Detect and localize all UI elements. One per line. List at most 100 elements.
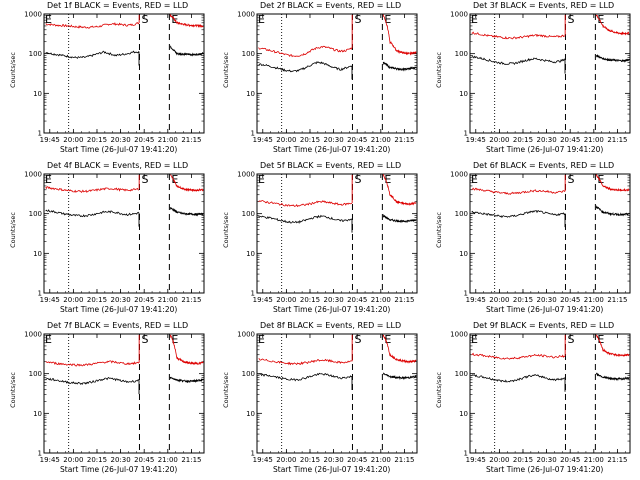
series-events bbox=[471, 374, 566, 383]
x-tick-label: 20:15 bbox=[300, 136, 320, 144]
x-tick-label: 20:00 bbox=[489, 456, 509, 464]
x-tick-label: 20:00 bbox=[276, 456, 296, 464]
y-tick-label: 1 bbox=[464, 290, 468, 298]
marker-label-s: S bbox=[141, 173, 148, 186]
x-tick-label: 21:00 bbox=[584, 296, 604, 304]
y-axis-label: Counts/sec bbox=[435, 52, 443, 88]
x-tick-label: 19:45 bbox=[40, 296, 60, 304]
x-tick-label: 19:45 bbox=[253, 296, 273, 304]
marker-label-left-e: E bbox=[258, 173, 265, 186]
y-tick-label: 10 bbox=[33, 90, 42, 98]
x-tick-label: 21:00 bbox=[584, 456, 604, 464]
x-tick-label: 20:30 bbox=[110, 296, 130, 304]
x-tick-label: 21:15 bbox=[181, 456, 201, 464]
marker-label-left-e: E bbox=[258, 333, 265, 346]
x-tick-label: 21:00 bbox=[158, 296, 178, 304]
series-events bbox=[258, 372, 353, 382]
marker-label-left-e: E bbox=[471, 333, 478, 346]
x-axis-label: Start Time (26-Jul-07 19:41:20) bbox=[60, 465, 178, 474]
x-tick-label: 21:15 bbox=[394, 296, 414, 304]
marker-label-left-e: E bbox=[45, 13, 52, 26]
series-after-lld bbox=[595, 14, 630, 36]
marker-label-s: S bbox=[567, 13, 574, 26]
x-tick-label: 20:30 bbox=[536, 136, 556, 144]
marker-label-e: E bbox=[384, 13, 391, 26]
series-events bbox=[45, 209, 140, 218]
panel-title: Det 5f BLACK = Events, RED = LLD bbox=[260, 161, 402, 170]
panel-plot: 1000 100 10 119:45 20:00 20:15 20:30 20:45 21:00… bbox=[24, 171, 205, 304]
marker-label-s: S bbox=[567, 173, 574, 186]
series-after-events bbox=[169, 376, 204, 384]
x-tick-label: 21:15 bbox=[394, 136, 414, 144]
panel-plot: 1000 100 10 119:45 20:00 20:15 20:30 20:45 21:00… bbox=[237, 171, 418, 304]
x-tick-label: 21:00 bbox=[158, 456, 178, 464]
x-tick-label: 20:30 bbox=[323, 456, 343, 464]
marker-label-e: E bbox=[597, 333, 604, 346]
detector-panel-3: Det 3f BLACK = Events, RED = LLD 1000 100 1… bbox=[426, 0, 639, 160]
x-tick-label: 21:00 bbox=[371, 296, 391, 304]
y-tick-label: 100 bbox=[29, 210, 42, 218]
x-axis-label: Start Time (26-Jul-07 19:41:20) bbox=[273, 305, 391, 314]
marker-label-left-e: E bbox=[45, 173, 52, 186]
y-tick-label: 100 bbox=[455, 50, 468, 58]
plot-frame bbox=[256, 13, 418, 134]
x-axis-label: Start Time (26-Jul-07 19:41:20) bbox=[60, 305, 178, 314]
x-axis-label: Start Time (26-Jul-07 19:41:20) bbox=[273, 465, 391, 474]
y-tick-label: 100 bbox=[29, 50, 42, 58]
y-tick-label: 1000 bbox=[24, 331, 42, 339]
series-lld bbox=[45, 186, 140, 194]
x-tick-label: 21:15 bbox=[394, 456, 414, 464]
y-axis-label: Counts/sec bbox=[222, 212, 230, 248]
plot-frame bbox=[43, 13, 205, 134]
panel-title: Det 9f BLACK = Events, RED = LLD bbox=[473, 321, 615, 330]
marker-label-s: S bbox=[354, 13, 361, 26]
x-tick-label: 19:45 bbox=[466, 456, 486, 464]
x-tick-label: 20:45 bbox=[134, 296, 154, 304]
y-tick-label: 1 bbox=[38, 130, 42, 138]
y-tick-label: 100 bbox=[242, 370, 255, 378]
x-tick-label: 20:00 bbox=[63, 136, 83, 144]
panel-plot: 1000 100 10 119:45 20:00 20:15 20:30 20:45 21:00… bbox=[237, 11, 418, 144]
detector-panel-9: Det 9f BLACK = Events, RED = LLD 1000 100 1… bbox=[426, 320, 639, 480]
y-tick-label: 1000 bbox=[237, 331, 255, 339]
plot-frame bbox=[43, 173, 205, 294]
series-events bbox=[258, 214, 353, 224]
panel-title: Det 4f BLACK = Events, RED = LLD bbox=[47, 161, 189, 170]
x-tick-label: 20:15 bbox=[87, 296, 107, 304]
x-tick-label: 21:00 bbox=[371, 136, 391, 144]
marker-label-e: E bbox=[597, 13, 604, 26]
marker-label-left-e: E bbox=[471, 173, 478, 186]
panel-title: Det 1f BLACK = Events, RED = LLD bbox=[47, 1, 189, 10]
y-tick-label: 100 bbox=[242, 50, 255, 58]
x-tick-label: 21:15 bbox=[181, 136, 201, 144]
x-tick-label: 20:15 bbox=[87, 456, 107, 464]
panel-plot: 1000 100 10 119:45 20:00 20:15 20:30 20:45 21:00… bbox=[450, 11, 631, 144]
series-after-events bbox=[595, 54, 630, 63]
x-tick-label: 20:30 bbox=[110, 456, 130, 464]
x-tick-label: 20:15 bbox=[87, 136, 107, 144]
series-events bbox=[45, 50, 140, 59]
y-tick-label: 10 bbox=[246, 410, 255, 418]
y-tick-label: 1000 bbox=[450, 11, 468, 19]
series-after-events bbox=[595, 205, 630, 217]
series-after-events bbox=[169, 206, 204, 217]
x-tick-label: 20:00 bbox=[489, 136, 509, 144]
y-tick-label: 1 bbox=[464, 450, 468, 458]
y-tick-label: 100 bbox=[455, 210, 468, 218]
series-after-events bbox=[382, 61, 417, 72]
y-axis-label: Counts/sec bbox=[222, 52, 230, 88]
x-tick-label: 20:00 bbox=[63, 296, 83, 304]
series-after-lld bbox=[382, 334, 417, 364]
series-after-lld bbox=[595, 174, 630, 192]
detector-panel-6: Det 6f BLACK = Events, RED = LLD 1000 100 1… bbox=[426, 160, 639, 320]
marker-label-s: S bbox=[354, 333, 361, 346]
detector-panel-2: Det 2f BLACK = Events, RED = LLD 1000 100 1… bbox=[213, 0, 426, 160]
panel-plot: 1000 100 10 119:45 20:00 20:15 20:30 20:45 21:00… bbox=[450, 331, 631, 464]
x-tick-label: 20:45 bbox=[347, 456, 367, 464]
x-tick-label: 20:45 bbox=[560, 296, 580, 304]
y-tick-label: 1 bbox=[464, 130, 468, 138]
series-events bbox=[471, 55, 566, 66]
series-lld bbox=[45, 22, 140, 29]
y-tick-label: 10 bbox=[459, 90, 468, 98]
y-tick-label: 10 bbox=[33, 410, 42, 418]
